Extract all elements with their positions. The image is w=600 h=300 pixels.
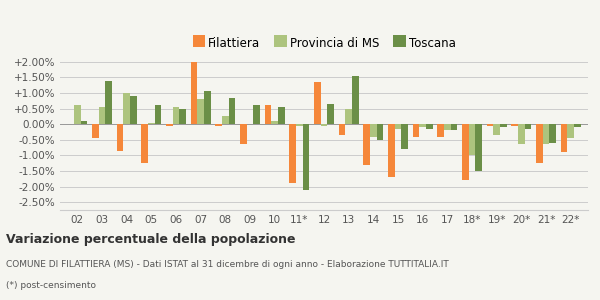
Bar	[92, 124, 98, 138]
Bar	[229, 98, 235, 124]
Bar	[289, 124, 296, 184]
Bar	[204, 92, 211, 124]
Bar	[451, 124, 457, 130]
Bar	[166, 124, 173, 126]
Bar	[561, 124, 568, 152]
Bar	[253, 106, 260, 124]
Bar	[240, 124, 247, 145]
Bar	[370, 124, 377, 137]
Bar	[278, 107, 284, 124]
Bar	[173, 107, 179, 124]
Bar	[419, 124, 426, 127]
Bar	[302, 124, 310, 190]
Bar	[525, 124, 532, 129]
Bar	[444, 124, 451, 130]
Bar	[469, 124, 475, 155]
Text: COMUNE DI FILATTIERA (MS) - Dati ISTAT al 31 dicembre di ogni anno - Elaborazion: COMUNE DI FILATTIERA (MS) - Dati ISTAT a…	[6, 260, 449, 269]
Bar	[130, 96, 137, 124]
Bar	[364, 124, 370, 165]
Bar	[271, 121, 278, 124]
Bar	[346, 109, 352, 124]
Bar	[155, 106, 161, 124]
Bar	[413, 124, 419, 137]
Bar	[550, 124, 556, 143]
Bar	[320, 124, 328, 126]
Bar	[123, 93, 130, 124]
Bar	[574, 124, 581, 127]
Text: (*) post-censimento: (*) post-censimento	[6, 281, 96, 290]
Bar	[74, 106, 80, 124]
Bar	[197, 99, 204, 124]
Bar	[148, 123, 155, 124]
Bar	[338, 124, 346, 135]
Bar	[426, 124, 433, 129]
Bar	[475, 124, 482, 171]
Bar	[116, 124, 123, 151]
Bar	[487, 124, 493, 126]
Bar	[536, 124, 543, 163]
Bar	[215, 124, 222, 126]
Bar	[500, 124, 507, 127]
Bar	[222, 116, 229, 124]
Bar	[377, 124, 383, 140]
Bar	[568, 124, 574, 138]
Bar	[328, 104, 334, 124]
Bar	[462, 124, 469, 180]
Bar	[105, 80, 112, 124]
Bar	[511, 124, 518, 126]
Bar	[179, 109, 186, 124]
Bar	[388, 124, 395, 177]
Bar	[352, 76, 359, 124]
Bar	[265, 106, 271, 124]
Bar	[518, 124, 525, 145]
Bar	[314, 82, 320, 124]
Bar	[437, 124, 444, 137]
Bar	[191, 62, 197, 124]
Bar	[401, 124, 408, 149]
Bar	[80, 121, 87, 124]
Legend: Filattiera, Provincia di MS, Toscana: Filattiera, Provincia di MS, Toscana	[188, 32, 460, 54]
Bar	[141, 124, 148, 163]
Text: Variazione percentuale della popolazione: Variazione percentuale della popolazione	[6, 233, 296, 246]
Bar	[543, 124, 550, 145]
Bar	[296, 124, 302, 126]
Bar	[98, 107, 105, 124]
Bar	[493, 124, 500, 135]
Bar	[395, 124, 401, 129]
